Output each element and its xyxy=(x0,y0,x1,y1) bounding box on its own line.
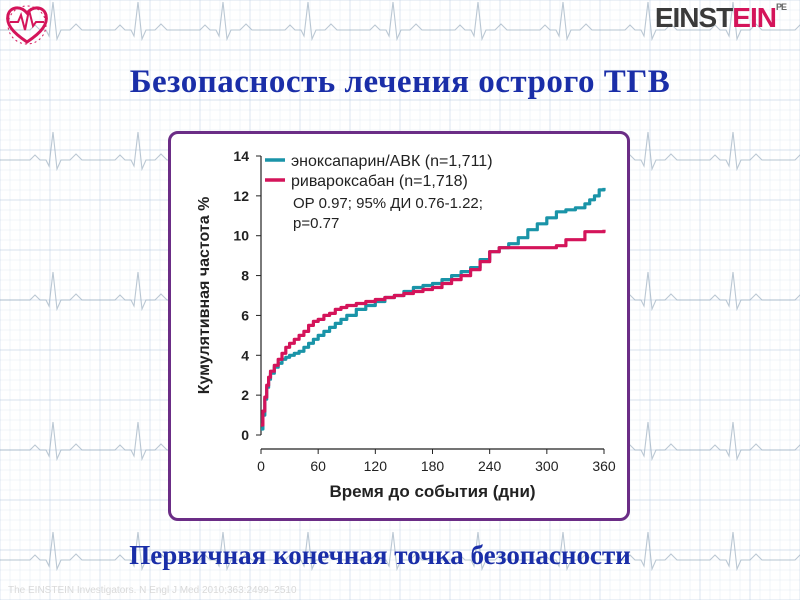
x-tick-label: 120 xyxy=(364,458,388,474)
logo-text-accent: EIN xyxy=(732,2,777,33)
slide-subtitle: Первичная конечная точка безопасности xyxy=(129,540,631,570)
slide-title: Безопасность лечения острого ТГВ xyxy=(129,64,671,100)
y-tick-label: 6 xyxy=(241,307,249,323)
x-tick-label: 60 xyxy=(310,458,326,474)
series-line-1 xyxy=(261,229,606,427)
annotation-line-0: OP 0.97; 95% ДИ 0.76-1.22; xyxy=(293,195,483,212)
x-axis-label: Время до события (дни) xyxy=(329,482,535,501)
legend-label-0: эноксапарин/АВК (n=1,711) xyxy=(291,153,493,170)
legend-label-1: ривароксабан (n=1,718) xyxy=(291,173,468,190)
y-tick-label: 10 xyxy=(233,228,249,244)
kaplan-meier-chart: 0 2 4 6 8 10 12 14 0 60 120 180 240 300 360 Время до со… xyxy=(196,148,616,501)
y-tick-label: 14 xyxy=(233,148,249,164)
chart-card: 0 2 4 6 8 10 12 14 0 60 120 180 240 300 360 Время до со… xyxy=(168,131,630,521)
x-tick-label: 300 xyxy=(535,458,559,474)
y-tick-label: 12 xyxy=(233,188,249,204)
x-tick-label: 240 xyxy=(478,458,502,474)
ecg-trace xyxy=(0,531,800,572)
citation-text: The EINSTEIN Investigators. N Engl J Med… xyxy=(8,585,297,596)
y-tick-label: 8 xyxy=(241,268,249,284)
y-axis-label: Кумулятивная частота % xyxy=(196,197,213,395)
x-tick-label: 360 xyxy=(592,458,616,474)
logo-mark: PE xyxy=(775,2,787,12)
x-tick-label: 180 xyxy=(421,458,445,474)
heart-ecg-icon xyxy=(6,5,48,45)
y-tick-label: 0 xyxy=(241,427,249,443)
logo-text-main: EINST xyxy=(654,2,733,33)
einstein-logo: EINSTEINPE xyxy=(654,2,787,34)
ecg-trace xyxy=(0,1,800,42)
x-tick-label: 0 xyxy=(257,458,265,474)
annotation-line-1: p=0.77 xyxy=(293,215,339,232)
y-tick-label: 4 xyxy=(241,347,249,363)
y-tick-label: 2 xyxy=(241,387,249,403)
